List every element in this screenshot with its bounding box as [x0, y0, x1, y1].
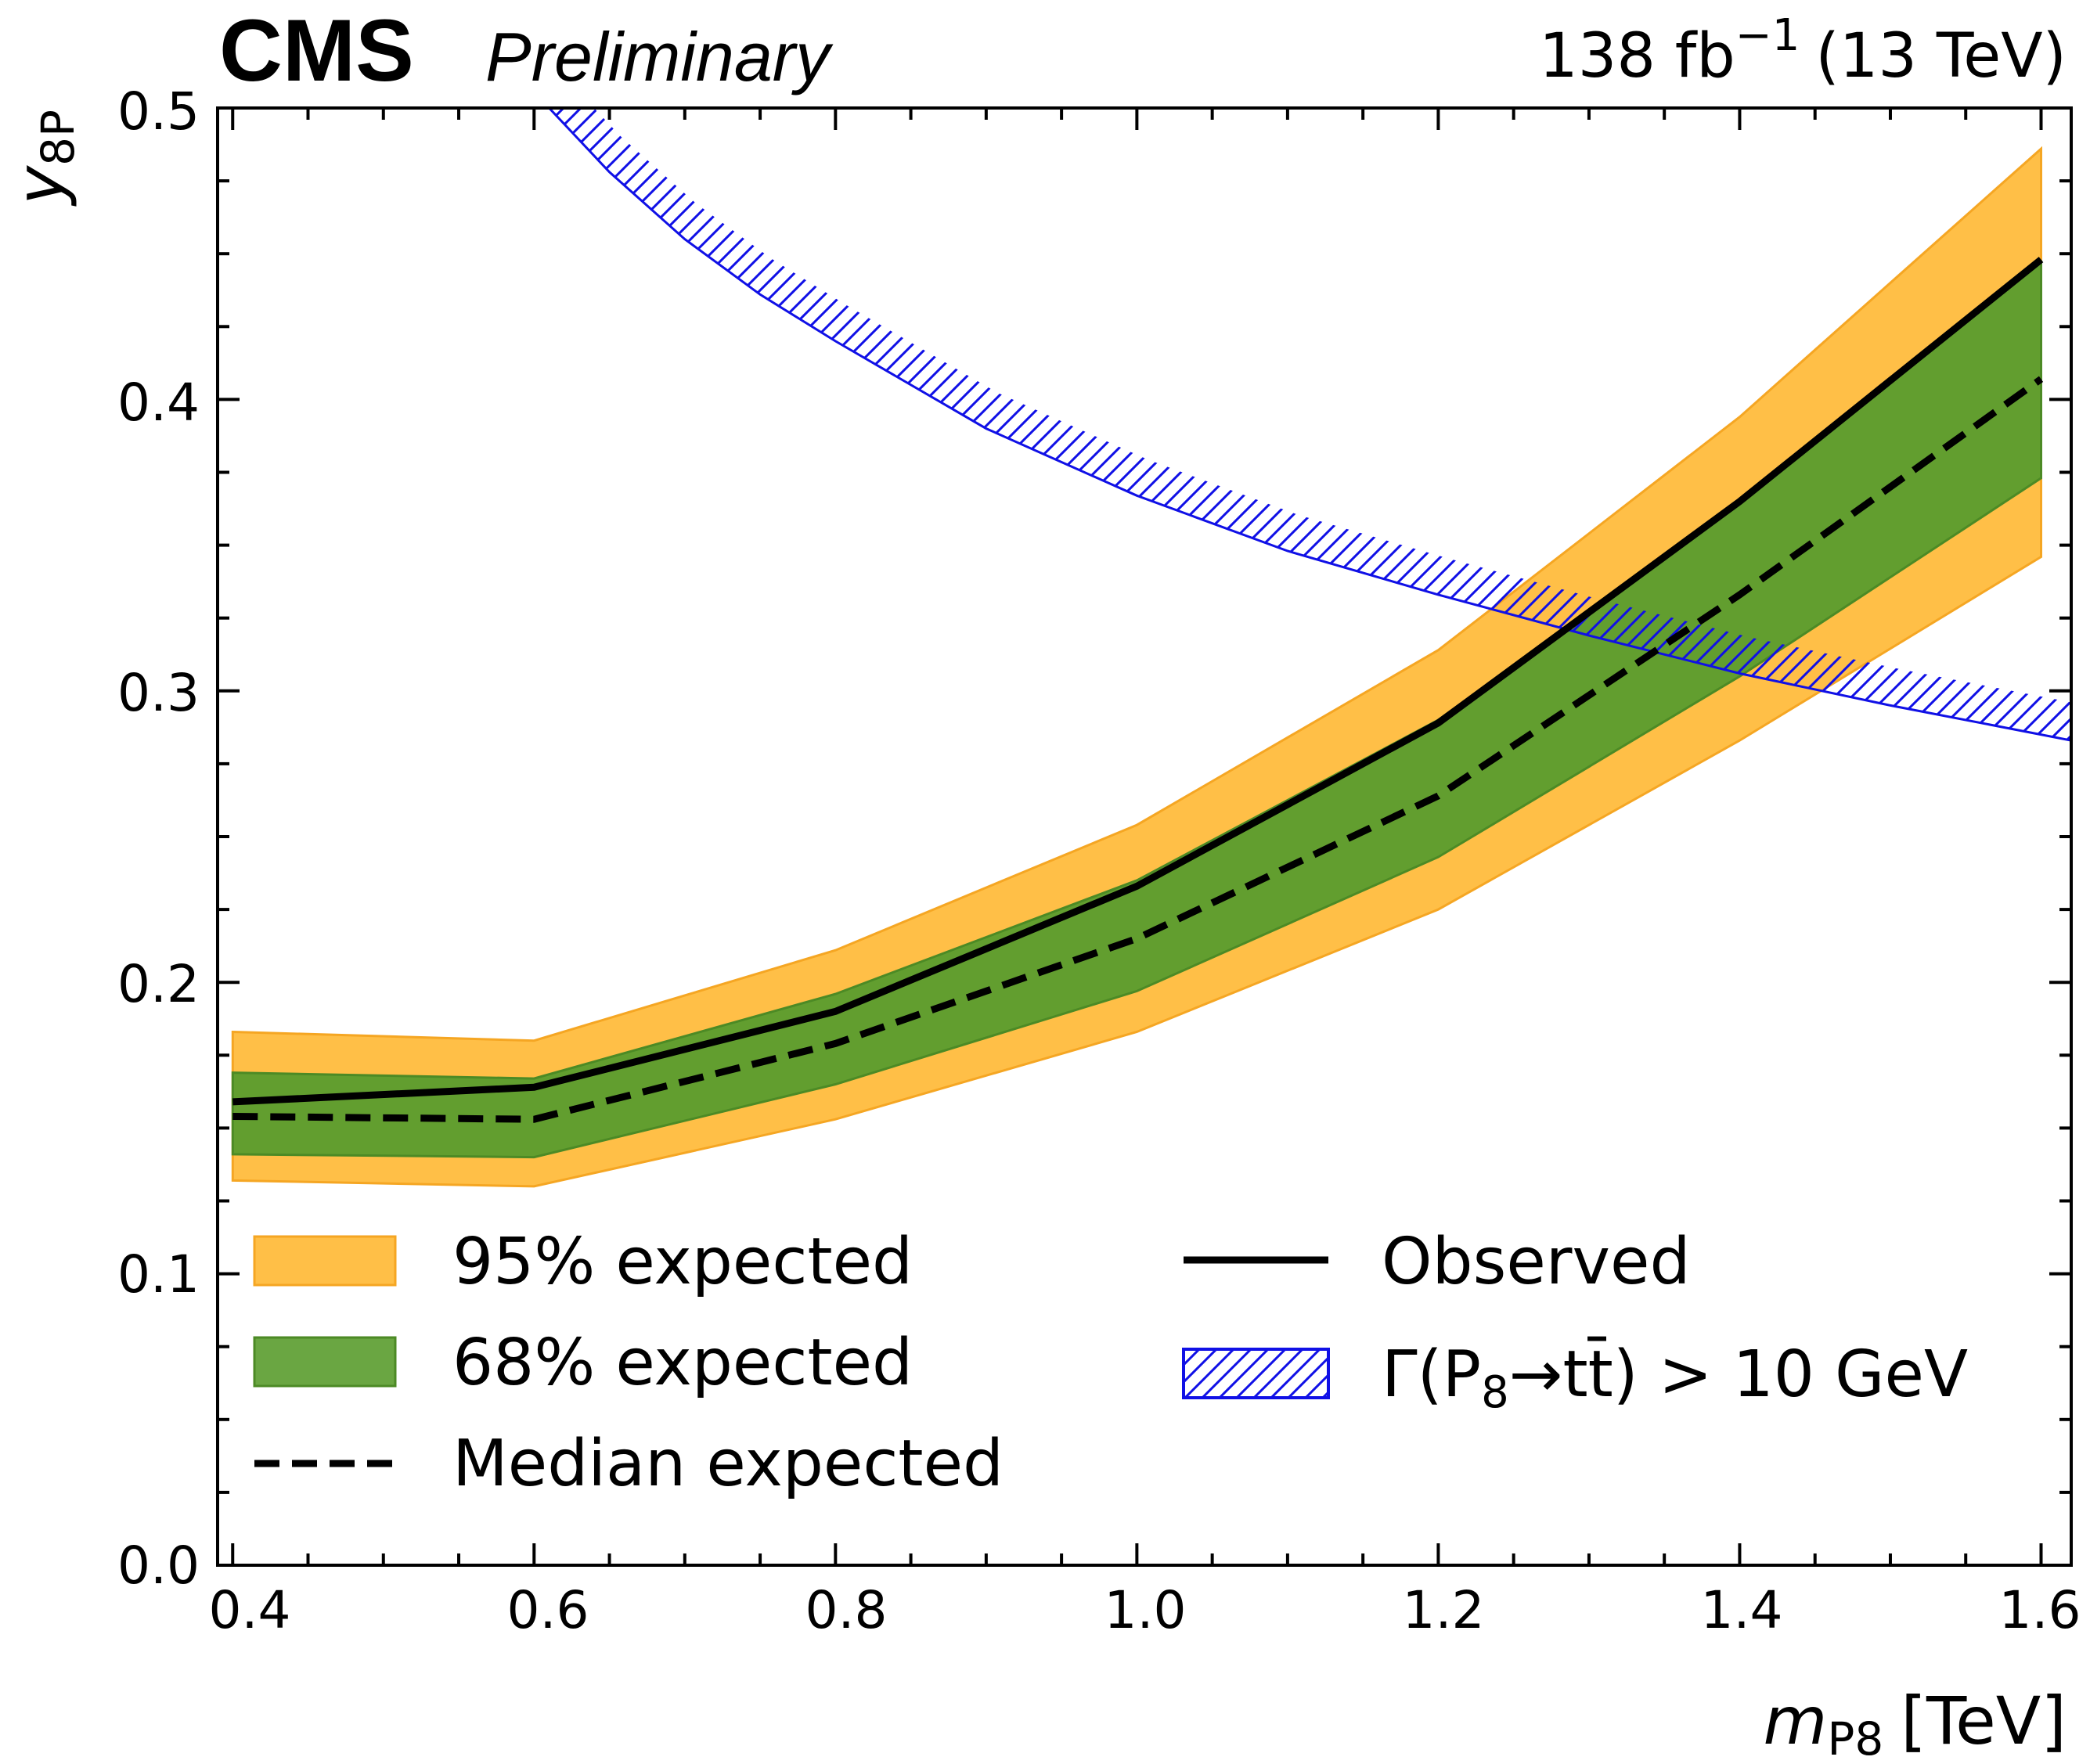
luminosity-label: 138 fb−1 (13 TeV): [1539, 10, 2067, 92]
legend-swatch-width: [1182, 1348, 1330, 1399]
band-68-expected: [231, 260, 2042, 1159]
legend-label-95: 95% expected: [452, 1225, 913, 1299]
x-tick-label: 1.2: [1403, 1580, 1485, 1640]
y-tick-labels: 0.0 0.1 0.2 0.3 0.4 0.5: [117, 81, 200, 1596]
experiment-label: CMS: [219, 2, 414, 99]
legend-label-observed: Observed: [1382, 1225, 1691, 1299]
legend-label-68: 68% expected: [452, 1326, 913, 1400]
y-tick-label: 0.2: [117, 954, 200, 1014]
x-tick-label: 0.8: [805, 1580, 888, 1640]
legend-swatch-95: [253, 1235, 397, 1287]
y-tick-label: 0.0: [117, 1535, 200, 1596]
width-exclusion-boundary: [548, 108, 2071, 742]
x-axis-label: mP8 [TeV]: [1764, 1683, 2067, 1764]
y-tick-label: 0.3: [117, 663, 200, 723]
legend: 95% expected 68% expected Median expecte…: [253, 1225, 1968, 1501]
x-tick-label: 0.6: [507, 1580, 589, 1640]
status-label: Preliminary: [485, 18, 834, 95]
x-tick-label: 1.4: [1701, 1580, 1783, 1640]
legend-label-median: Median expected: [452, 1427, 1004, 1501]
width-exclusion-hatch: [549, 108, 2071, 741]
x-tick-label: 0.4: [209, 1580, 291, 1640]
y-tick-label: 0.1: [117, 1244, 200, 1305]
x-tick-label: 1.0: [1104, 1580, 1187, 1640]
x-tick-label: 1.6: [1999, 1580, 2081, 1640]
x-tick-labels: 0.4 0.6 0.8 1.0 1.2 1.4 1.6: [209, 1580, 2081, 1640]
axis-ticks: [218, 106, 2071, 1567]
legend-label-width: Γ(P8→tt̄) > 10 GeV: [1382, 1337, 1968, 1418]
plot-area: [231, 108, 2071, 1188]
legend-swatch-68: [253, 1336, 397, 1388]
y-tick-label: 0.4: [117, 373, 200, 433]
y-axis-label: y8P: [2, 110, 85, 207]
observed-line: [232, 257, 2044, 1106]
median-expected-line: [232, 376, 2044, 1123]
y-tick-label: 0.5: [117, 81, 200, 142]
